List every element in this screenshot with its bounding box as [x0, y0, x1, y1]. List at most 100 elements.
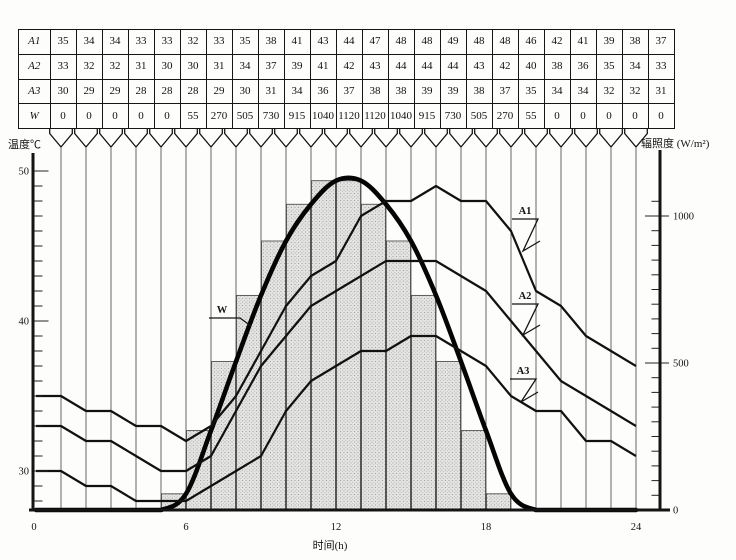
irradiance-bar	[286, 203, 311, 511]
column-arrow	[574, 129, 598, 149]
table-cell: 0	[153, 103, 181, 129]
table-cell: 48	[387, 29, 415, 55]
table-cell: 37	[647, 29, 675, 55]
curve-a2	[36, 259, 637, 473]
irradiance-bar	[311, 180, 336, 511]
table-cell: 32	[179, 29, 207, 55]
column-arrow	[149, 129, 173, 149]
a1-curve-label: A1	[519, 206, 532, 217]
row-label: W	[18, 103, 51, 129]
axis-tick-marks	[34, 170, 669, 511]
table-row-a2: A2 33 32 32 31 30 30 31 34 37 39 41 42 43 44 44 44 43 42 40…	[18, 53, 675, 80]
table-cell: 44	[335, 29, 363, 55]
irradiance-bar	[436, 361, 461, 511]
time-tick-label-24: 24	[631, 522, 642, 533]
column-arrow	[524, 129, 548, 149]
temp-tick-label-30: 30	[19, 467, 30, 478]
table-cell: 49	[439, 29, 467, 55]
column-arrow	[274, 129, 298, 149]
table-cell: 41	[569, 29, 597, 55]
table-cell: 33	[647, 53, 675, 80]
table-cell: 37	[257, 53, 285, 80]
curve-a3	[36, 334, 637, 503]
column-arrow	[74, 129, 98, 149]
time-tick-label-12: 12	[331, 522, 342, 533]
table-cell: 730	[257, 103, 285, 129]
column-arrow	[324, 129, 348, 149]
table-row-a3: A3 30 29 29 28 28 28 29 30 31 34 36 37 38 38 39 39 38 37 35…	[18, 78, 675, 105]
irradiance-bar	[386, 240, 411, 511]
table-cell: 39	[439, 78, 467, 105]
table-cell: 33	[127, 29, 155, 55]
table-cell: 30	[179, 53, 207, 80]
table-row-w: W 0 0 0 0 0 55 270 505 730 915 1040 1120 1120 1040 915 7…	[18, 103, 675, 129]
irr-tick-label-0: 0	[673, 506, 678, 517]
w-curve-leader-line	[209, 317, 252, 327]
a1-curve-callout: A1	[512, 206, 541, 253]
a3-curve-callout: A3	[510, 366, 539, 403]
table-cell: 28	[127, 78, 155, 105]
irradiance-axis-title: 辐照度 (W/m²)	[641, 136, 710, 150]
irradiance-bar	[361, 203, 386, 511]
table-cell: 38	[257, 29, 285, 55]
table-cell: 0	[101, 103, 129, 129]
time-axis-title: 时间(h)	[313, 539, 348, 552]
hour-gridlines	[60, 148, 637, 510]
time-tick-label-18: 18	[481, 522, 492, 533]
table-cell: 915	[283, 103, 311, 129]
temp-tick-label-40: 40	[19, 317, 30, 328]
table-cell: 44	[387, 53, 415, 80]
column-arrow	[599, 129, 623, 149]
table-cell: 33	[49, 53, 77, 80]
temperature-axis-title: 温度℃	[8, 137, 41, 151]
table-cell: 32	[595, 78, 623, 105]
a2-curve-leader-line	[512, 303, 541, 337]
column-arrow	[99, 129, 123, 149]
column-arrow	[399, 129, 423, 149]
column-arrow	[624, 129, 648, 149]
table-cell: 33	[153, 29, 181, 55]
a2-curve-label: A2	[519, 291, 532, 302]
table-cell: 915	[413, 103, 441, 129]
table-cell: 48	[465, 29, 493, 55]
table-cell: 30	[49, 78, 77, 105]
row-label: A1	[18, 29, 51, 55]
column-arrows	[49, 129, 648, 149]
column-arrow	[424, 129, 448, 149]
column-arrow	[124, 129, 148, 149]
irradiance-bar	[411, 294, 436, 511]
a3-curve-leader-line	[510, 378, 539, 403]
a3-curve-label: A3	[517, 366, 530, 377]
irradiance-bar	[486, 493, 511, 511]
table-cell: 48	[413, 29, 441, 55]
table-cell: 0	[621, 103, 649, 129]
column-arrow	[224, 129, 248, 149]
column-arrow	[249, 129, 273, 149]
table-cell: 1120	[335, 103, 363, 129]
table-cell: 0	[647, 103, 675, 129]
irr-tick-label-1000: 1000	[673, 212, 694, 223]
table-cell: 48	[491, 29, 519, 55]
table-cell: 31	[205, 53, 233, 80]
time-tick-label-0: 0	[31, 522, 36, 533]
table-cell: 0	[49, 103, 77, 129]
table-cell: 34	[101, 29, 129, 55]
table-cell: 0	[569, 103, 597, 129]
table-cell: 31	[127, 53, 155, 80]
column-arrow	[49, 129, 73, 149]
table-cell: 38	[621, 29, 649, 55]
table-cell: 30	[231, 78, 259, 105]
table-cell: 38	[543, 53, 571, 80]
table-cell: 36	[309, 78, 337, 105]
table-cell: 32	[621, 78, 649, 105]
table-cell: 40	[517, 53, 545, 80]
table-cell: 31	[257, 78, 285, 105]
column-arrow	[474, 129, 498, 149]
column-arrow	[449, 129, 473, 149]
a1-curve-leader-line	[512, 218, 541, 253]
column-arrow	[199, 129, 223, 149]
column-arrow	[174, 129, 198, 149]
table-cell: 41	[283, 29, 311, 55]
